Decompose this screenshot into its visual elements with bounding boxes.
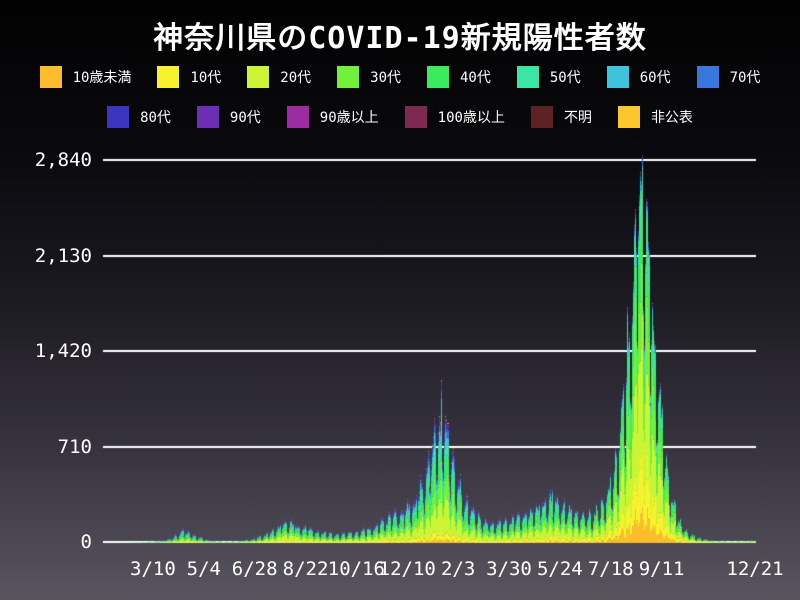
x-tick-label-2020-05-04: 5/4 [186, 558, 221, 580]
legend-swatch-70s [696, 66, 719, 88]
legend-swatch-60s [606, 66, 629, 88]
x-tick-label-2021-03-30: 3/30 [486, 558, 532, 580]
x-tick-label-2021-07-18: 7/18 [587, 558, 634, 580]
legend-label-over-90: 90歳以上 [319, 110, 379, 126]
x-tick-label-2020-03-10: 3/10 [130, 558, 176, 580]
y-tick-label-0: 0 [80, 531, 92, 553]
legend-label-20s: 20代 [280, 70, 312, 86]
legend-label-40s: 40代 [460, 70, 491, 86]
legend-label-90s: 90代 [229, 110, 261, 126]
legend-item-unknown: 不明 [530, 106, 592, 128]
legend-item-40s: 40代 [427, 66, 491, 88]
x-tick-label-2021-02-03: 2/3 [440, 558, 476, 580]
legend-item-90s: 90代 [196, 106, 261, 128]
legend-swatch-30s [337, 66, 360, 88]
legend-swatch-under-10 [39, 66, 62, 88]
legend-swatch-unknown [530, 106, 553, 128]
legend-label-over-100: 100歳以上 [437, 110, 505, 126]
legend-item-over-100: 100歳以上 [404, 106, 505, 128]
legend-item-20s: 20代 [247, 66, 311, 88]
legend-swatch-10s [157, 66, 180, 88]
x-tick-label-2021-09-11: 9/11 [638, 558, 685, 580]
legend-row-2: 80代 90代 90歳以上 100歳以上 不明 非公表 [0, 106, 800, 128]
legend-label-undisclosed: 非公表 [650, 110, 693, 126]
legend-swatch-over-100 [404, 106, 427, 128]
chart-title: 神奈川県のCOVID-19新規陽性者数 [153, 21, 647, 56]
legend-label-80s: 80代 [140, 110, 171, 126]
legend-item-60s: 60代 [606, 66, 671, 88]
legend-swatch-50s [516, 66, 539, 88]
legend-label-60s: 60代 [639, 70, 671, 86]
legend-item-10s: 10代 [157, 66, 221, 88]
y-tick-label-1420: 1,420 [34, 340, 92, 362]
legend-swatch-90s [196, 106, 219, 128]
legend-item-under-10: 10歳未満 [39, 66, 132, 88]
x-tick-label-2021-05-24: 5/24 [536, 558, 583, 580]
legend-item-80s: 80代 [107, 106, 171, 128]
legend-swatch-80s [107, 106, 130, 128]
legend-label-30s: 30代 [370, 70, 401, 86]
legend-label-70s: 70代 [729, 70, 761, 86]
legend-label-10s: 10代 [190, 70, 222, 86]
legend-item-undisclosed: 非公表 [617, 106, 693, 128]
legend-label-50s: 50代 [549, 70, 581, 86]
legend-item-70s: 70代 [696, 66, 761, 88]
legend-row-1: 10歳未満 10代 20代 30代 40代 50代 60代 70代 [0, 66, 800, 88]
legend-label-under-10: 10歳未満 [72, 70, 132, 86]
x-tick-label-2020-08-22: 8/22 [282, 558, 329, 580]
legend-item-50s: 50代 [516, 66, 581, 88]
y-tick-label-2130: 2,130 [34, 244, 92, 267]
legend-swatch-40s [427, 66, 449, 88]
x-tick-label-2020-12-10: 12/10 [378, 558, 436, 580]
y-tick-label-710: 710 [57, 435, 92, 458]
legend-item-30s: 30代 [337, 66, 401, 88]
legend-swatch-over-90 [286, 106, 309, 128]
legend-swatch-20s [247, 66, 270, 88]
y-tick-label-2840: 2,840 [34, 149, 92, 171]
legend-swatch-undisclosed [617, 106, 640, 128]
x-tick-label-2021-12-21: 12/21 [726, 558, 784, 580]
legend-label-unknown: 不明 [563, 110, 592, 126]
x-tick-label-2020-06-28: 6/28 [231, 558, 278, 580]
legend-item-over-90: 90歳以上 [286, 106, 379, 128]
x-tick-label-2020-10-16: 10/16 [327, 558, 385, 580]
